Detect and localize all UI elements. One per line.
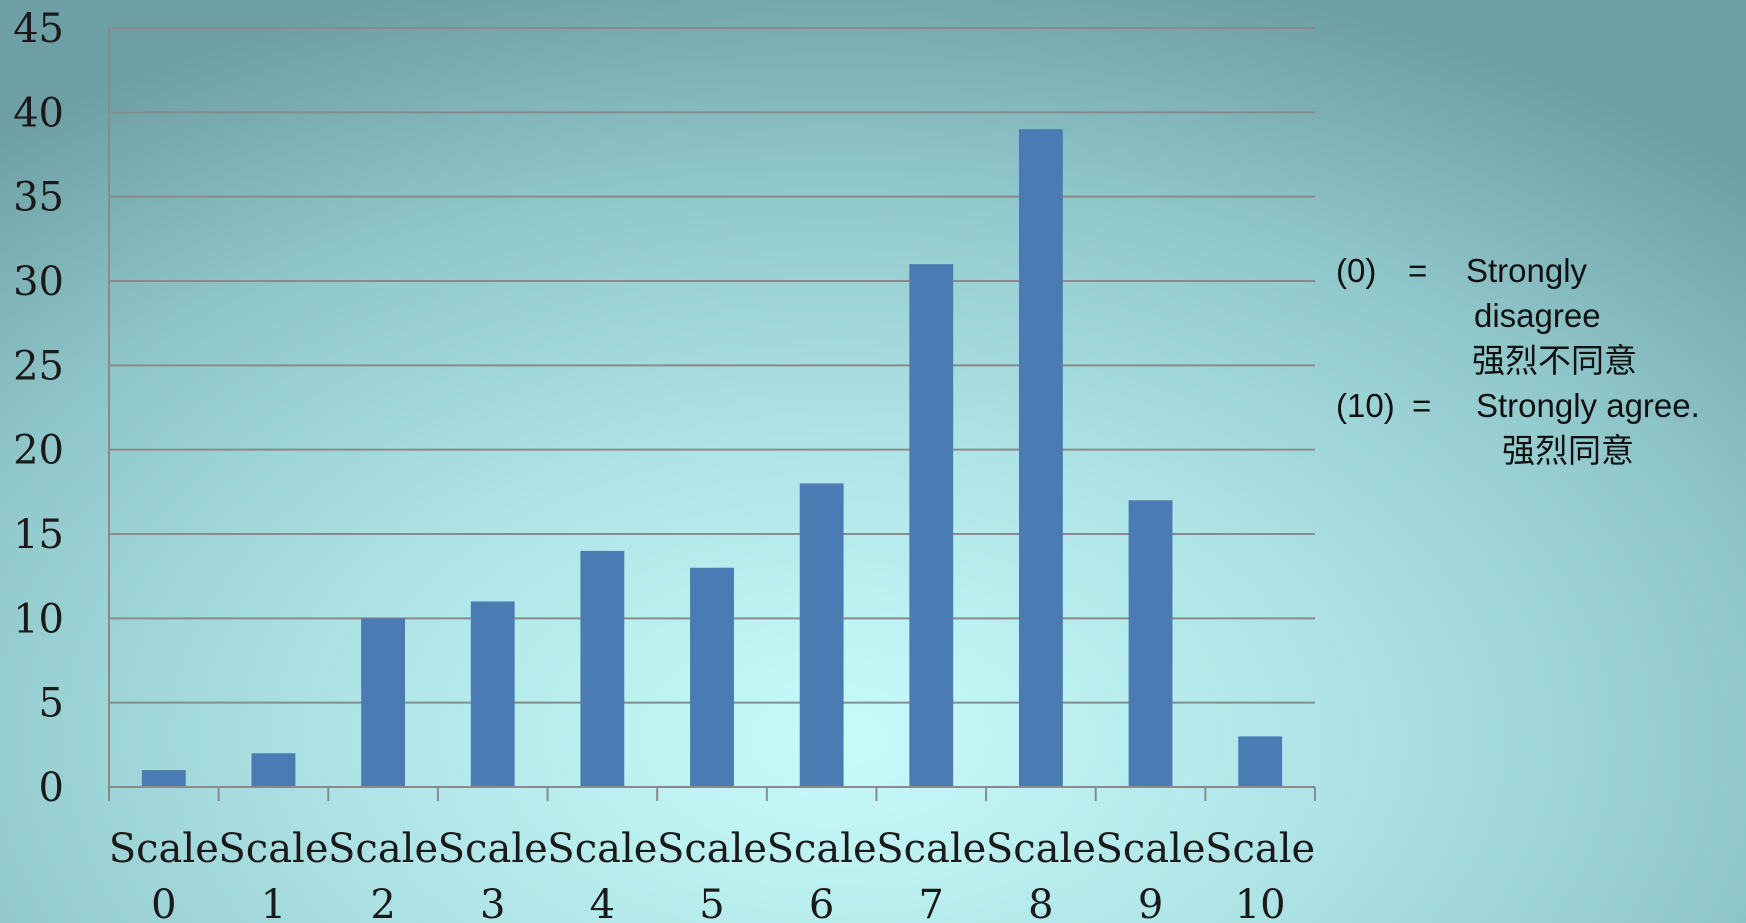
legend-low-key: (0): [1336, 252, 1377, 289]
bar-5: [690, 567, 734, 787]
bar-2: [361, 618, 406, 787]
bar-1: [251, 753, 296, 787]
y-tick-label-0: 0: [39, 765, 64, 811]
x-tick-label-2: Scale 2: [328, 826, 438, 923]
y-tick-label-20: 20: [13, 428, 64, 474]
legend-high-text-zh: 强烈同意: [1502, 432, 1634, 469]
x-tick-label-4: Scale 4: [547, 826, 657, 923]
bar-3: [470, 601, 515, 787]
y-tick-label-15: 15: [13, 512, 64, 558]
legend-high-text-en: Strongly agree.: [1476, 387, 1700, 424]
legend-high-equals: =: [1412, 387, 1432, 424]
y-tick-label-25: 25: [13, 343, 64, 389]
legend-low-text-zh: 强烈不同意: [1472, 342, 1637, 379]
x-tick-label-1: Scale 1: [218, 826, 328, 923]
bar-9: [1128, 500, 1173, 787]
bar-7: [909, 264, 954, 788]
bar-10: [1238, 736, 1283, 787]
gridlines: [109, 27, 1315, 704]
x-tick-label-9: Scale 9: [1095, 826, 1205, 923]
x-tick-label-8: Scale 8: [986, 826, 1096, 923]
x-tick-label-3: Scale 3: [438, 826, 548, 923]
legend-low-text-en-2: disagree: [1474, 297, 1601, 334]
y-tick-label-40: 40: [13, 90, 64, 136]
axes: [108, 28, 1316, 801]
y-tick-label-30: 30: [13, 259, 64, 305]
x-tick-label-5: Scale 5: [657, 826, 767, 923]
legend-low-equals: =: [1408, 252, 1428, 289]
x-tick-label-0: Scale 0: [109, 826, 219, 923]
x-tick-label-7: Scale 7: [876, 826, 986, 923]
bar-6: [799, 483, 844, 787]
legend-high-key: (10): [1336, 387, 1395, 424]
y-tick-labels: 0 5 10 15 20 25 30 35 40 45: [13, 6, 64, 811]
y-tick-label-45: 45: [13, 6, 64, 52]
bars: [141, 129, 1283, 788]
bar-0: [141, 770, 186, 787]
x-tick-label-6: Scale 6: [767, 826, 877, 923]
y-tick-label-5: 5: [39, 681, 64, 727]
x-tick-label-10: Scale 10: [1205, 826, 1315, 923]
bar-8: [1018, 129, 1063, 787]
bar-4: [580, 550, 625, 787]
y-tick-label-35: 35: [13, 175, 64, 221]
y-tick-label-10: 10: [13, 596, 64, 642]
legend-low-text-en-1: Strongly: [1466, 252, 1588, 289]
